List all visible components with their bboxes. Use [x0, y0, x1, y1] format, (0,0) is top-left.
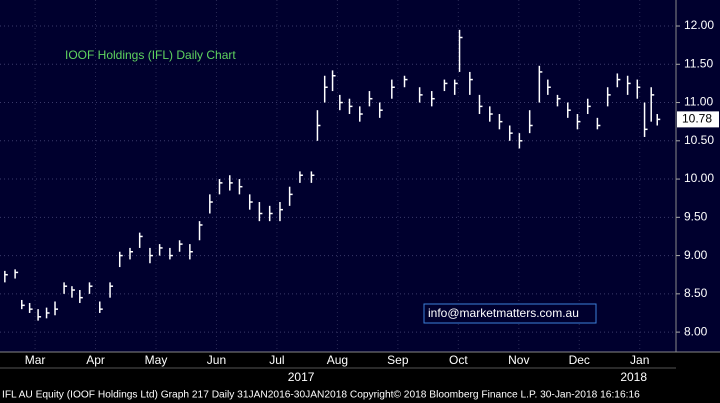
last-price-label: 10.78: [682, 112, 712, 126]
y-tick-label: 9.00: [684, 248, 708, 262]
y-tick-label: 11.00: [684, 95, 713, 109]
y-tick-label: 9.50: [684, 209, 708, 223]
x-tick-label: Jan: [630, 353, 649, 367]
y-tick-label: 12.00: [684, 18, 714, 32]
x-tick-label: Nov: [508, 353, 529, 367]
year-label: 2017: [288, 370, 315, 384]
x-tick-label: Oct: [449, 353, 468, 367]
annotation: info@marketmatters.com.au: [428, 306, 579, 320]
x-tick-label: Dec: [569, 353, 590, 367]
last-price-box: [677, 111, 719, 128]
x-tick-label: Sep: [387, 353, 409, 367]
y-tick-label: 10.00: [684, 171, 714, 185]
y-axis-area: [676, 0, 720, 352]
x-tick-label: Mar: [25, 353, 46, 367]
x-tick-label: Jun: [207, 353, 226, 367]
annotation-box: [423, 303, 597, 324]
year-label: 2018: [620, 370, 647, 384]
y-tick-label: 11.50: [684, 56, 713, 70]
x-tick-label: May: [145, 353, 168, 367]
footer: IFL AU Equity (IOOF Holdings Ltd) Graph …: [2, 390, 640, 401]
y-tick-label: 8.00: [684, 324, 708, 338]
x-tick-label: Apr: [86, 353, 105, 367]
y-tick-label: 10.50: [684, 133, 714, 147]
plot-area: [0, 0, 676, 352]
chart-title: IOOF Holdings (IFL) Daily Chart: [65, 48, 236, 62]
x-tick-label: Jul: [269, 353, 284, 367]
y-tick-label: 8.50: [684, 286, 708, 300]
x-tick-label: Aug: [327, 353, 348, 367]
